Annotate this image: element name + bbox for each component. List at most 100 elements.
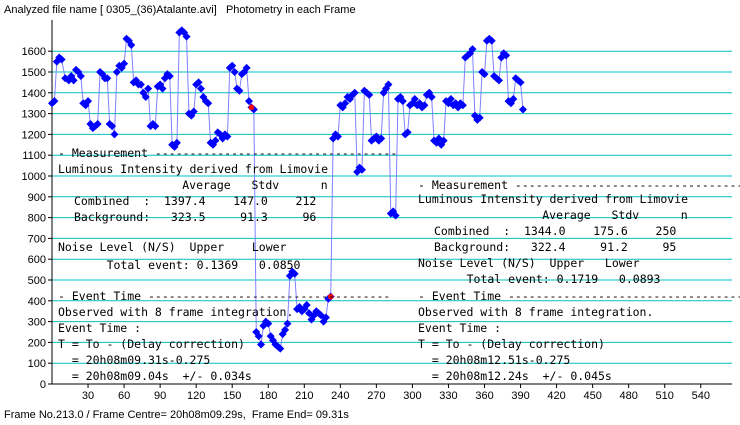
data-point: [321, 313, 330, 322]
y-tick-label: 300: [28, 317, 46, 329]
right-observed: Observed with 8 frame integration.: [418, 305, 653, 319]
data-point: [223, 132, 232, 141]
data-point: [69, 76, 78, 85]
x-tick-label: 510: [656, 390, 674, 402]
series-points: [48, 26, 527, 353]
x-tick-label: 90: [154, 390, 166, 402]
data-point: [446, 95, 455, 104]
data-point: [516, 78, 525, 87]
y-tick-label: 500: [28, 275, 46, 287]
status-line: Frame No.213.0 / Frame Centre= 20h08m09.…: [4, 409, 349, 421]
left-total-event: Total event: 0.1369 0.0850: [72, 258, 301, 272]
y-tick-label: 1200: [22, 129, 46, 141]
right-combined-row: Combined : 1344.0 175.6 250: [434, 224, 676, 238]
measurement-panel-left: - Measurement --------------------------…: [58, 146, 397, 383]
right-event-header: - Event Time ---------------------------…: [418, 289, 740, 303]
right-measurement-header: - Measurement --------------------------…: [418, 178, 740, 192]
data-point: [494, 76, 503, 85]
left-subtitle: Luminous Intensity derived from Limovie: [58, 162, 328, 176]
data-point: [257, 340, 266, 349]
left-time-line1: = 20h08m09.31s-0.275: [58, 353, 210, 367]
data-point: [281, 325, 290, 334]
y-tick-label: 900: [28, 192, 46, 204]
right-subtitle: Luminous Intensity derived from Limovie: [418, 192, 688, 206]
data-point: [427, 92, 436, 101]
data-point: [509, 95, 518, 104]
series-connector-line: [51, 29, 524, 350]
data-point: [468, 45, 477, 54]
grid-lines: [52, 50, 732, 364]
data-point: [196, 84, 205, 93]
data-point: [112, 68, 121, 76]
y-tick-label: 1100: [22, 150, 46, 162]
x-tick-label: 390: [511, 390, 529, 402]
x-tick-label: 360: [475, 390, 493, 402]
right-column-headers: Average Stdv n: [473, 208, 688, 222]
right-total-event: Total event: 0.1719 0.0893: [432, 272, 661, 286]
data-point: [377, 134, 386, 143]
data-point: [110, 130, 119, 139]
x-tick-label: 180: [259, 390, 277, 402]
data-point: [211, 136, 220, 145]
data-point: [357, 165, 366, 174]
data-point: [127, 40, 136, 49]
data-point: [283, 319, 292, 328]
x-tick-label: 480: [619, 390, 637, 402]
right-time-line2: = 20h08m12.24s +/- 0.045s: [418, 369, 612, 383]
data-point: [302, 300, 311, 309]
right-formula: T = To - (Delay correction): [418, 337, 605, 351]
data-point: [189, 107, 198, 116]
y-axis-ticks: 0 100 200 300 400 500 600 700 800 900 1000 1100 1200…: [22, 46, 52, 391]
highlight-point: [248, 104, 255, 111]
data-point: [120, 59, 129, 68]
data-point: [391, 211, 400, 220]
data-point: [475, 113, 484, 122]
y-tick-label: 200: [28, 337, 46, 349]
data-point: [235, 86, 244, 95]
highlight-point: [327, 293, 334, 300]
data-point: [439, 136, 448, 145]
y-tick-label: 1400: [22, 88, 46, 100]
left-event-header: - Event Time ---------------------------…: [58, 289, 390, 303]
data-point: [230, 68, 239, 76]
x-tick-label: 210: [295, 390, 313, 402]
y-tick-label: 1300: [22, 109, 46, 121]
data-point: [333, 132, 342, 141]
data-point: [480, 70, 489, 79]
x-tick-label: 300: [403, 390, 421, 402]
y-tick-label: 600: [28, 254, 46, 266]
data-point: [194, 78, 203, 87]
left-column-headers: Average Stdv n: [113, 178, 328, 192]
data-point: [410, 95, 419, 104]
data-point: [225, 63, 234, 72]
right-time-line1: = 20h08m12.51s-0.275: [418, 353, 570, 367]
series-line: [51, 29, 524, 350]
data-point: [350, 88, 359, 97]
x-tick-label: 240: [331, 390, 349, 402]
data-point: [144, 84, 153, 93]
data-point: [76, 72, 85, 81]
data-point: [341, 99, 350, 108]
y-tick-label: 1600: [22, 46, 46, 58]
data-point: [141, 92, 150, 101]
y-tick-label: 700: [28, 233, 46, 245]
x-tick-label: 150: [223, 390, 241, 402]
right-noise-header: Noise Level (N/S) Upper Lower: [418, 256, 640, 270]
right-event-time-label: Event Time :: [418, 321, 501, 335]
x-tick-label: 270: [367, 390, 385, 402]
x-tick-label: 120: [187, 390, 205, 402]
y-tick-label: 0: [40, 379, 46, 391]
data-point: [365, 90, 374, 99]
data-point: [172, 138, 181, 147]
data-point: [84, 97, 93, 106]
data-point: [245, 97, 254, 106]
x-axis-ticks: 30 60 90 120 150 180 210 240 270 300 330 360 390 420 4…: [82, 384, 710, 402]
x-tick-label: 450: [583, 390, 601, 402]
x-tick-label: 60: [118, 390, 130, 402]
y-tick-label: 400: [28, 296, 46, 308]
data-point: [228, 61, 237, 70]
data-point: [158, 84, 167, 93]
left-background-row: Background: 323.5 91.3 96: [74, 210, 316, 224]
